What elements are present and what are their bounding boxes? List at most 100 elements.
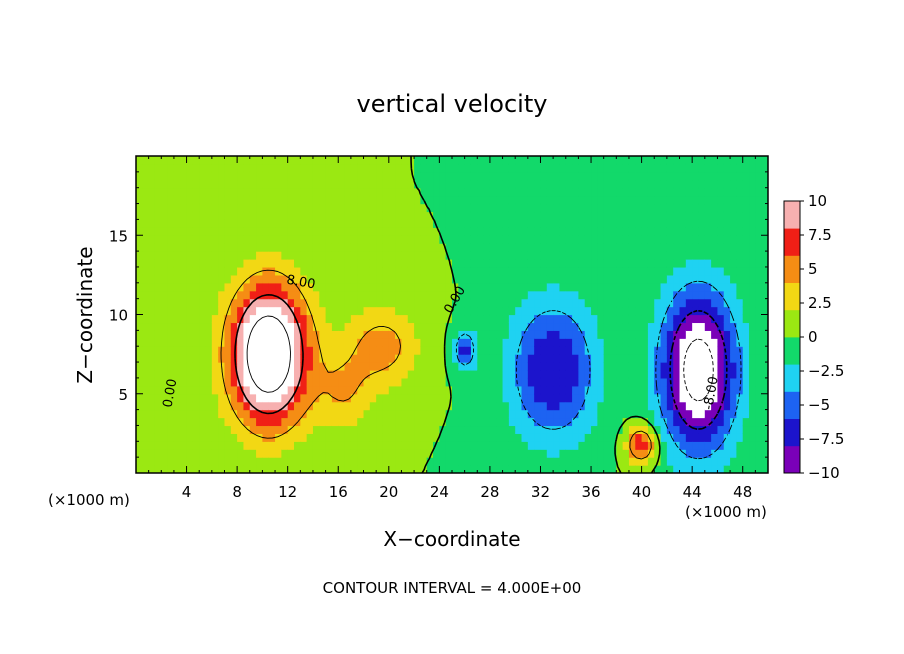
- heatmap-cell: [319, 330, 327, 339]
- heatmap-cell: [565, 425, 573, 434]
- heatmap-cell: [192, 290, 200, 300]
- heatmap-cell: [319, 441, 327, 450]
- heatmap-cell: [711, 314, 719, 324]
- heatmap-cell: [230, 314, 238, 324]
- heatmap-cell: [730, 235, 737, 244]
- heatmap-cell: [679, 266, 687, 276]
- heatmap-cell: [331, 306, 339, 316]
- heatmap-cell: [559, 306, 567, 316]
- heatmap-cell: [426, 298, 434, 308]
- heatmap-cell: [534, 330, 542, 339]
- heatmap-cell: [521, 298, 529, 308]
- heatmap-cell: [331, 465, 339, 473]
- heatmap-cell: [338, 259, 346, 268]
- heatmap-cell: [186, 211, 194, 220]
- heatmap-cell: [369, 211, 377, 220]
- heatmap-cell: [546, 338, 554, 347]
- heatmap-cell: [464, 274, 472, 284]
- heatmap-cell: [692, 243, 700, 252]
- heatmap-cell: [628, 195, 636, 205]
- heatmap-cell: [470, 235, 478, 244]
- heatmap-cell: [281, 187, 289, 197]
- heatmap-cell: [167, 243, 175, 252]
- heatmap-cell: [483, 385, 491, 395]
- heatmap-cell: [420, 251, 428, 260]
- heatmap-cell: [395, 282, 403, 292]
- heatmap-cell: [704, 409, 712, 419]
- heatmap-cell: [205, 203, 213, 213]
- heatmap-cell: [749, 449, 756, 458]
- heatmap-cell: [199, 362, 207, 371]
- heatmap-cell: [470, 259, 478, 268]
- heatmap-cell: [717, 163, 725, 173]
- heatmap-cell: [553, 163, 561, 173]
- heatmap-cell: [464, 306, 472, 316]
- heatmap-cell: [622, 346, 630, 355]
- heatmap-cell: [685, 425, 693, 434]
- heatmap-cell: [426, 385, 434, 395]
- heatmap-cell: [755, 385, 763, 395]
- heatmap-cell: [338, 306, 346, 316]
- heatmap-cell: [294, 314, 301, 324]
- heatmap-cell: [470, 330, 478, 339]
- heatmap-cell: [489, 401, 497, 411]
- heatmap-cell: [489, 322, 497, 331]
- heatmap-cell: [647, 187, 655, 197]
- heatmap-cell: [540, 290, 548, 300]
- heatmap-cell: [749, 211, 756, 220]
- heatmap-cell: [679, 346, 687, 355]
- heatmap-cell: [647, 449, 655, 458]
- heatmap-cell: [458, 354, 466, 363]
- heatmap-cell: [433, 322, 440, 331]
- heatmap-cell: [199, 290, 207, 300]
- heatmap-cell: [407, 433, 415, 442]
- heatmap-cell: [205, 385, 213, 395]
- heatmap-cell: [275, 465, 282, 473]
- heatmap-cell: [477, 235, 485, 244]
- heatmap-cell: [256, 330, 263, 339]
- heatmap-cell: [711, 338, 719, 347]
- heatmap-cell: [148, 449, 156, 458]
- heatmap-cell: [704, 243, 712, 252]
- heatmap-cell: [692, 433, 700, 442]
- heatmap-cell: [717, 219, 725, 228]
- heatmap-cell: [540, 369, 548, 379]
- heatmap-cell: [148, 282, 156, 292]
- heatmap-cell: [325, 314, 333, 324]
- heatmap-cell: [363, 330, 371, 339]
- heatmap-cell: [616, 171, 624, 181]
- heatmap-cell: [331, 163, 339, 173]
- heatmap-cell: [635, 219, 643, 228]
- heatmap-cell: [673, 433, 681, 442]
- heatmap-cell: [199, 171, 207, 181]
- heatmap-cell: [357, 266, 365, 276]
- heatmap-cell: [730, 306, 737, 316]
- heatmap-cell: [148, 274, 156, 284]
- heatmap-cell: [420, 314, 428, 324]
- heatmap-cell: [692, 346, 700, 355]
- heatmap-cell: [685, 259, 693, 268]
- heatmap-cell: [483, 211, 491, 220]
- heatmap-cell: [641, 235, 649, 244]
- heatmap-cell: [527, 441, 535, 450]
- heatmap-cell: [496, 171, 504, 181]
- heatmap-cell: [420, 417, 428, 427]
- heatmap-cell: [154, 227, 162, 236]
- heatmap-cell: [426, 306, 434, 316]
- heatmap-cell: [761, 290, 768, 300]
- heatmap-cell: [186, 219, 194, 228]
- heatmap-cell: [647, 409, 655, 419]
- heatmap-cell: [357, 377, 365, 387]
- heatmap-cell: [673, 219, 681, 228]
- heatmap-cell: [199, 266, 207, 276]
- heatmap-cell: [578, 314, 586, 324]
- heatmap-cell: [452, 417, 459, 427]
- heatmap-cell: [331, 330, 339, 339]
- heatmap-cell: [489, 211, 497, 220]
- heatmap-cell: [496, 362, 504, 371]
- heatmap-cell: [730, 203, 737, 213]
- heatmap-cell: [565, 346, 573, 355]
- heatmap-cell: [597, 243, 605, 252]
- heatmap-cell: [426, 266, 434, 276]
- heatmap-cell: [395, 227, 403, 236]
